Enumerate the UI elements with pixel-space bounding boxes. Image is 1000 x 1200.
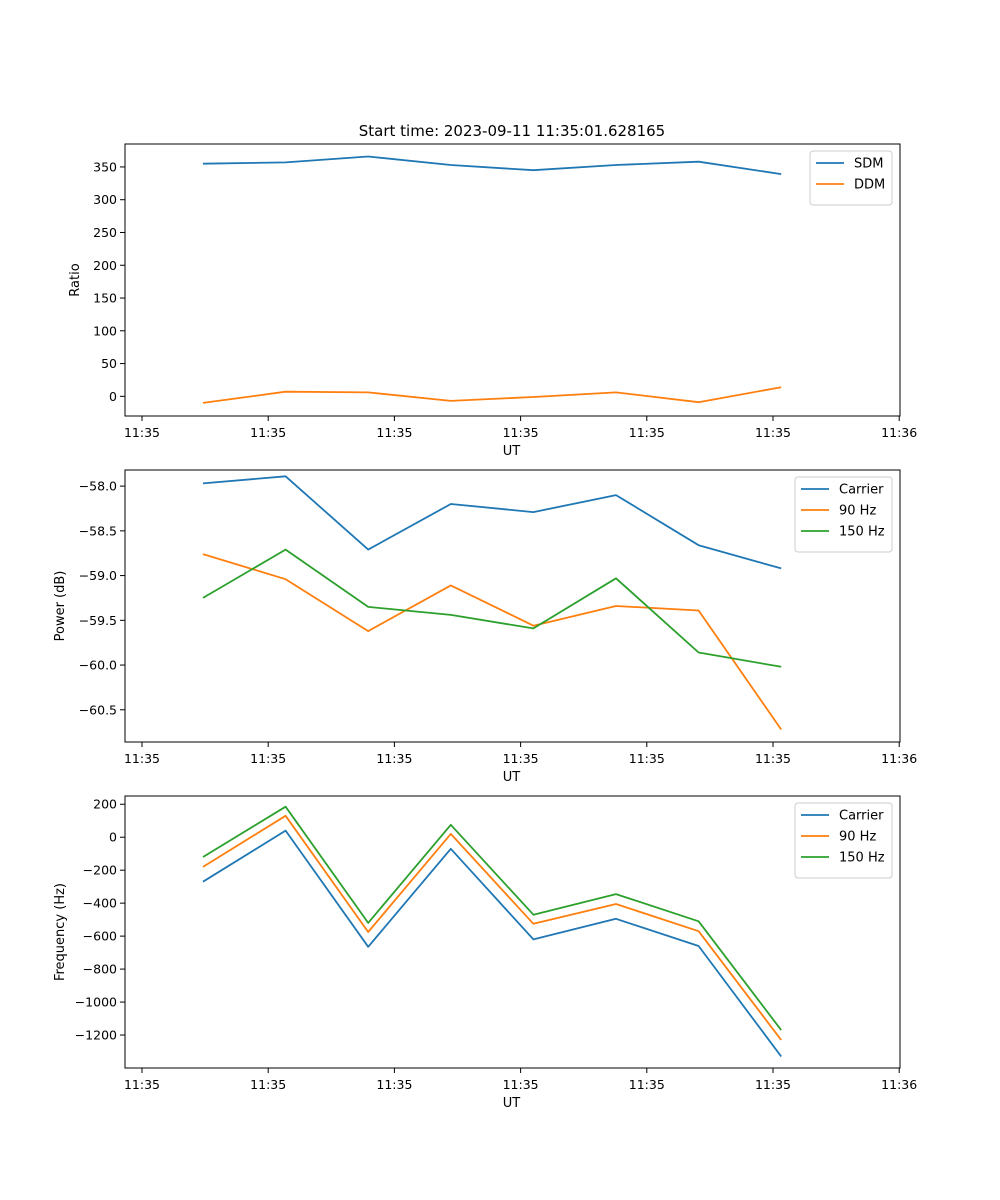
x-tick-label: 11:36 [881,751,917,766]
y-tick-label: 0 [109,389,117,404]
legend: Carrier 90 Hz 150 Hz [794,802,893,879]
y-tick-label: −400 [83,896,117,911]
y-tick-label: −60.5 [79,702,117,717]
x-tick-label: 11:35 [755,751,791,766]
x-tick-label: 11:35 [376,1077,412,1092]
x-tick-label: 11:35 [503,425,539,440]
legend: SDM DDM [809,150,893,206]
x-axis-label: UT [503,1096,521,1111]
y-axis-label: Frequency (Hz) [53,883,68,981]
legend: Carrier 90 Hz 150 Hz [794,476,893,553]
series-line-150-hz [202,805,782,1031]
x-axis-label: UT [503,444,521,459]
legend-frame [809,150,893,206]
y-tick-label: 250 [93,225,117,240]
figure-title: Start time: 2023-09-11 11:35:01.628165 [359,122,665,140]
legend-label: 90 Hz [839,830,876,845]
series-line-90-hz [202,814,782,1041]
series-line-90-hz [202,553,782,731]
x-tick-label: 11:35 [503,751,539,766]
y-tick-label: 0 [109,830,117,845]
x-tick-label: 11:35 [503,1077,539,1092]
subplots: 0 50 100 150 200 250 300 350 11:35 11:35 11:35 11:3… [53,143,917,1111]
plot-frame [124,795,901,1069]
subplot-3: 200 0 −200 −400 −600 −800 −1000 −1200 11:35 11:35… [53,795,917,1111]
x-tick-label: 11:35 [250,425,286,440]
legend-label: Carrier [839,809,884,824]
x-tick-label: 11:35 [124,751,160,766]
y-tick-label: −59.0 [79,568,117,583]
x-tick-label: 11:35 [124,1077,160,1092]
y-axis-label: Ratio [68,263,83,296]
legend-label: Carrier [839,483,884,498]
y-tick-label: 200 [93,797,117,812]
legend-label: 150 Hz [839,851,885,866]
x-tick-label: 11:35 [250,751,286,766]
x-tick-label: 11:36 [881,425,917,440]
legend-frame [794,476,893,553]
x-axis-label: UT [503,770,521,785]
series-line-carrier [202,829,782,1058]
y-tick-label: −600 [83,929,117,944]
subplot-1: 0 50 100 150 200 250 300 350 11:35 11:35 11:35 11:3… [68,143,917,459]
x-tick-label: 11:35 [755,1077,791,1092]
series-line-ddm [202,386,782,404]
x-tick-label: 11:35 [124,425,160,440]
x-tick-label: 11:35 [755,425,791,440]
legend-label: SDM [854,157,883,172]
legend-label: 150 Hz [839,525,885,540]
y-tick-label: −800 [83,962,117,977]
x-tick-label: 11:35 [629,425,665,440]
y-tick-label: −1200 [75,1028,117,1043]
x-tick-label: 11:35 [629,1077,665,1092]
y-tick-label: 200 [93,258,117,273]
x-tick-label: 11:35 [629,751,665,766]
y-tick-label: 350 [93,159,117,174]
legend-label: DDM [854,178,885,193]
x-tick-label: 11:36 [881,1077,917,1092]
y-tick-label: −58.5 [79,523,117,538]
y-tick-label: −59.5 [79,613,117,628]
y-tick-label: 100 [93,323,117,338]
y-tick-label: 300 [93,192,117,207]
y-tick-label: 150 [93,291,117,306]
y-tick-label: −58.0 [79,479,117,494]
subplot-2: −58.0 −58.5 −59.0 −59.5 −60.0 −60.5 11:35 11:35… [53,469,917,785]
legend-frame [794,802,893,879]
y-axis-label: Power (dB) [53,571,68,642]
x-tick-label: 11:35 [376,751,412,766]
x-tick-label: 11:35 [250,1077,286,1092]
y-tick-label: 50 [101,356,117,371]
x-tick-label: 11:35 [376,425,412,440]
plot-frame [124,143,901,417]
series-line-sdm [202,155,782,175]
y-tick-label: −200 [83,863,117,878]
y-tick-label: −60.0 [79,658,117,673]
legend-label: 90 Hz [839,504,876,519]
series-line-carrier [202,475,782,570]
series-line-150-hz [202,548,782,668]
y-tick-label: −1000 [75,995,117,1010]
plot-frame [124,469,901,743]
